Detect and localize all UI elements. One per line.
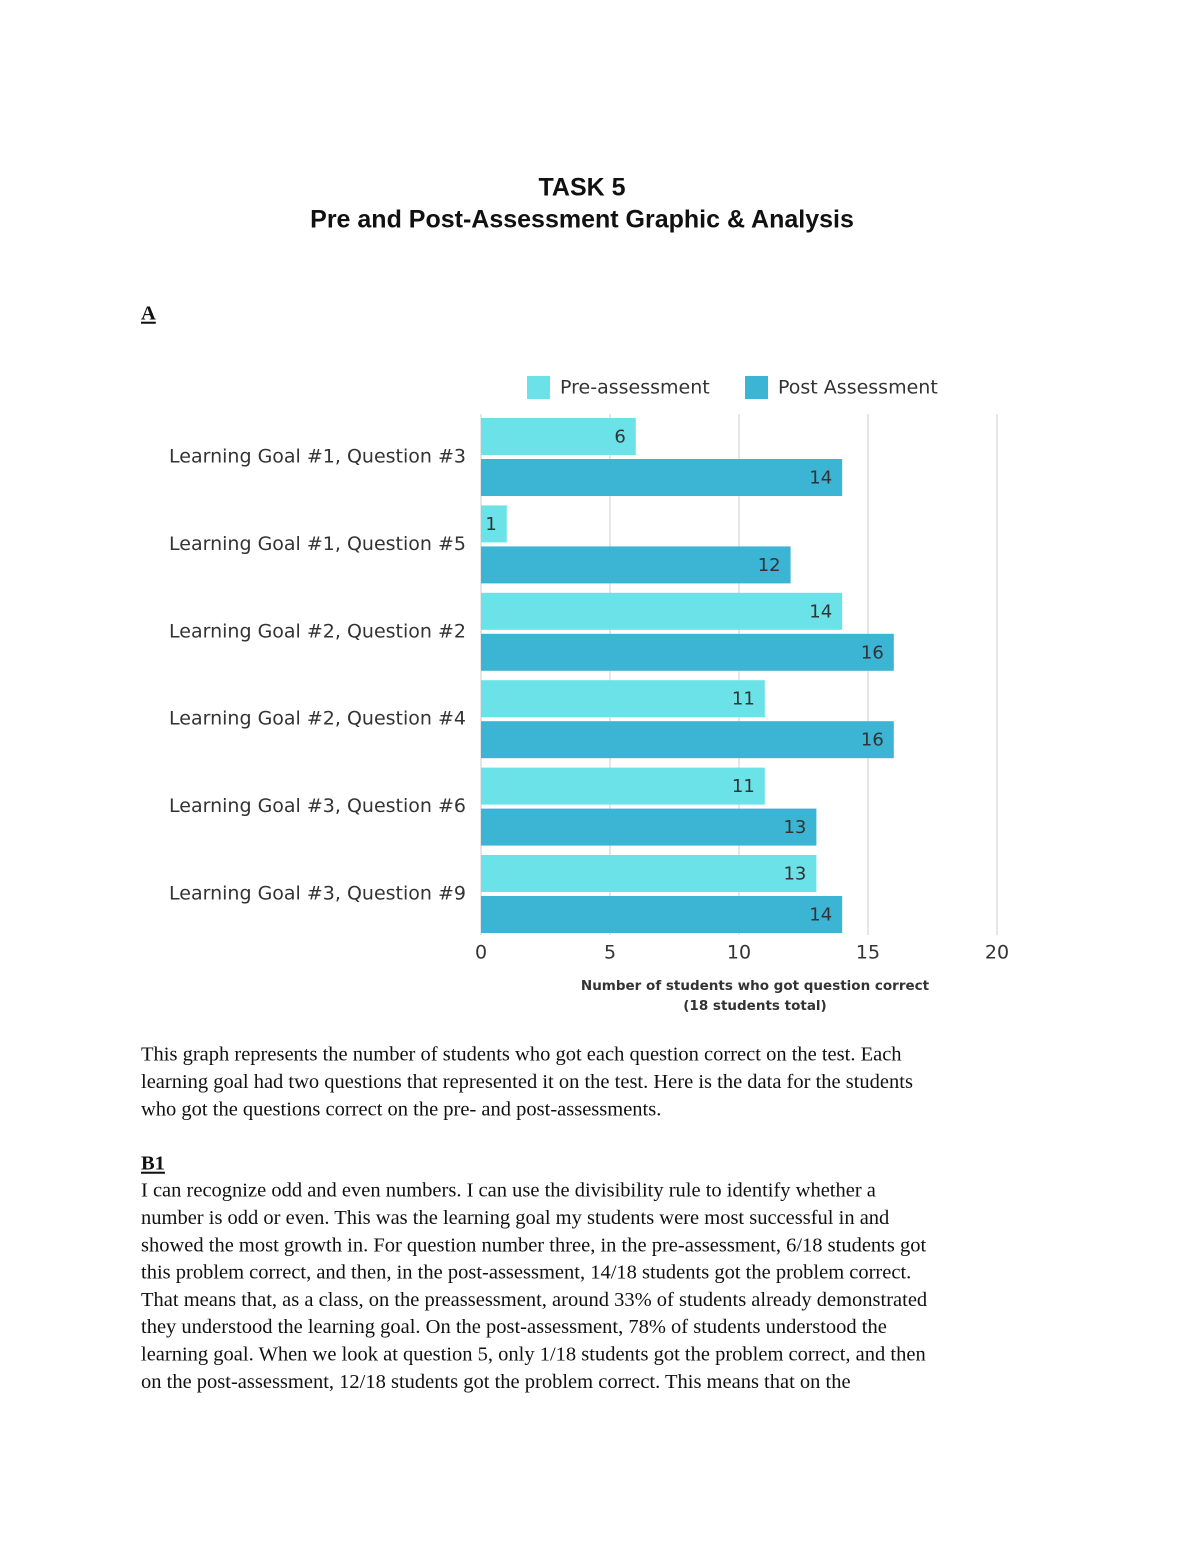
data-label: 14 (809, 601, 832, 622)
data-label: 13 (783, 864, 806, 885)
data-label: 11 (732, 776, 755, 797)
x-axis-label: Number of students who got question corr… (581, 978, 930, 994)
data-label: 16 (861, 730, 884, 751)
data-label: 6 (614, 427, 625, 448)
paragraph-line: this problem correct, and then, in the p… (141, 1262, 911, 1284)
section-heading: B1 (141, 1153, 165, 1175)
bar (481, 546, 791, 584)
y-tick-label: Learning Goal #3, Question #9 (169, 883, 466, 905)
title: TASK 5 (538, 174, 625, 202)
subtitle: Pre and Post-Assessment Graphic & Analys… (310, 206, 854, 234)
paragraph-line: on the post-assessment, 12/18 students g… (141, 1371, 851, 1393)
data-label: 16 (861, 642, 884, 663)
x-tick-label: 15 (856, 942, 880, 964)
paragraph-line: This graph represents the number of stud… (141, 1044, 902, 1066)
paragraph-line: they understood the learning goal. On th… (141, 1316, 887, 1338)
paragraph-line: number is odd or even. This was the lear… (141, 1207, 889, 1229)
bar (481, 721, 894, 759)
y-tick-label: Learning Goal #2, Question #4 (169, 708, 466, 730)
legend-swatch (527, 376, 550, 399)
data-label: 12 (758, 555, 781, 576)
y-tick-label: Learning Goal #1, Question #3 (169, 446, 466, 468)
x-tick-label: 0 (475, 942, 487, 964)
paragraph-line: who got the questions correct on the pre… (141, 1099, 661, 1121)
y-tick-label: Learning Goal #3, Question #6 (169, 795, 466, 817)
paragraph-line: I can recognize odd and even numbers. I … (141, 1180, 876, 1202)
bar (481, 418, 636, 455)
paragraph-line: That means that, as a class, on the prea… (141, 1289, 927, 1311)
bar (481, 459, 843, 496)
paragraph-line: learning goal had two questions that rep… (141, 1071, 913, 1093)
bar (481, 808, 817, 846)
bar (481, 633, 894, 671)
y-tick-label: Learning Goal #2, Question #2 (169, 620, 466, 642)
x-tick-label: 10 (727, 942, 751, 964)
bar (481, 680, 765, 718)
bar (481, 592, 843, 630)
x-axis-label: (18 students total) (683, 998, 826, 1014)
x-tick-label: 20 (985, 942, 1009, 964)
bar (481, 855, 817, 892)
data-label: 14 (809, 905, 832, 926)
bar (481, 767, 765, 805)
x-tick-label: 5 (604, 942, 616, 964)
data-label: 14 (809, 468, 832, 489)
legend-swatch (745, 376, 768, 399)
legend-label: Post Assessment (778, 377, 938, 399)
y-tick-label: Learning Goal #1, Question #5 (169, 533, 466, 555)
bar (481, 505, 507, 543)
data-label: 1 (485, 514, 496, 535)
section-heading: A (141, 303, 156, 325)
legend-label: Pre-assessment (560, 377, 710, 399)
paragraph-line: showed the most growth in. For question … (141, 1234, 926, 1256)
data-label: 11 (732, 689, 755, 710)
bar (481, 896, 843, 933)
paragraph-line: learning goal. When we look at question … (141, 1344, 926, 1366)
data-label: 13 (783, 817, 806, 838)
